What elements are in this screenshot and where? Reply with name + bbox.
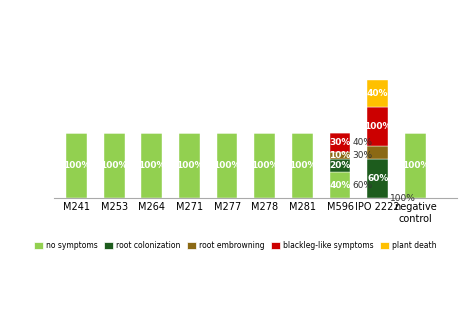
Text: 100%: 100% (251, 161, 279, 170)
Bar (367, 159, 388, 198)
Text: 30%: 30% (352, 151, 373, 160)
Text: 100%: 100% (364, 122, 392, 131)
Bar (405, 133, 426, 198)
Text: 100%: 100% (138, 161, 165, 170)
Bar (330, 152, 350, 159)
Text: 20%: 20% (329, 161, 351, 170)
Text: 40%: 40% (352, 138, 372, 147)
Text: 100%: 100% (176, 161, 203, 170)
Bar (330, 159, 350, 172)
Bar (292, 133, 313, 198)
Text: 30%: 30% (329, 138, 351, 147)
Bar (217, 133, 237, 198)
Text: 100%: 100% (100, 161, 128, 170)
Text: 40%: 40% (329, 181, 351, 190)
Bar (179, 133, 200, 198)
Bar (367, 81, 388, 107)
Bar (104, 133, 125, 198)
Bar (66, 133, 87, 198)
Bar (367, 146, 388, 159)
Text: 60%: 60% (352, 181, 373, 190)
Text: 60%: 60% (367, 174, 388, 183)
Text: 10%: 10% (329, 151, 351, 160)
Text: 40%: 40% (367, 89, 389, 98)
Legend: no symptoms, root colonization, root embrowning, blackleg-like symptoms, plant d: no symptoms, root colonization, root emb… (31, 238, 439, 253)
Bar (367, 107, 388, 146)
Text: 100%: 100% (401, 161, 429, 170)
Bar (255, 133, 275, 198)
Text: 100%: 100% (213, 161, 241, 170)
Bar (330, 172, 350, 198)
Text: 100%: 100% (390, 194, 416, 203)
Bar (142, 133, 162, 198)
Bar (330, 133, 350, 152)
Text: 100%: 100% (289, 161, 316, 170)
Text: 100%: 100% (63, 161, 91, 170)
